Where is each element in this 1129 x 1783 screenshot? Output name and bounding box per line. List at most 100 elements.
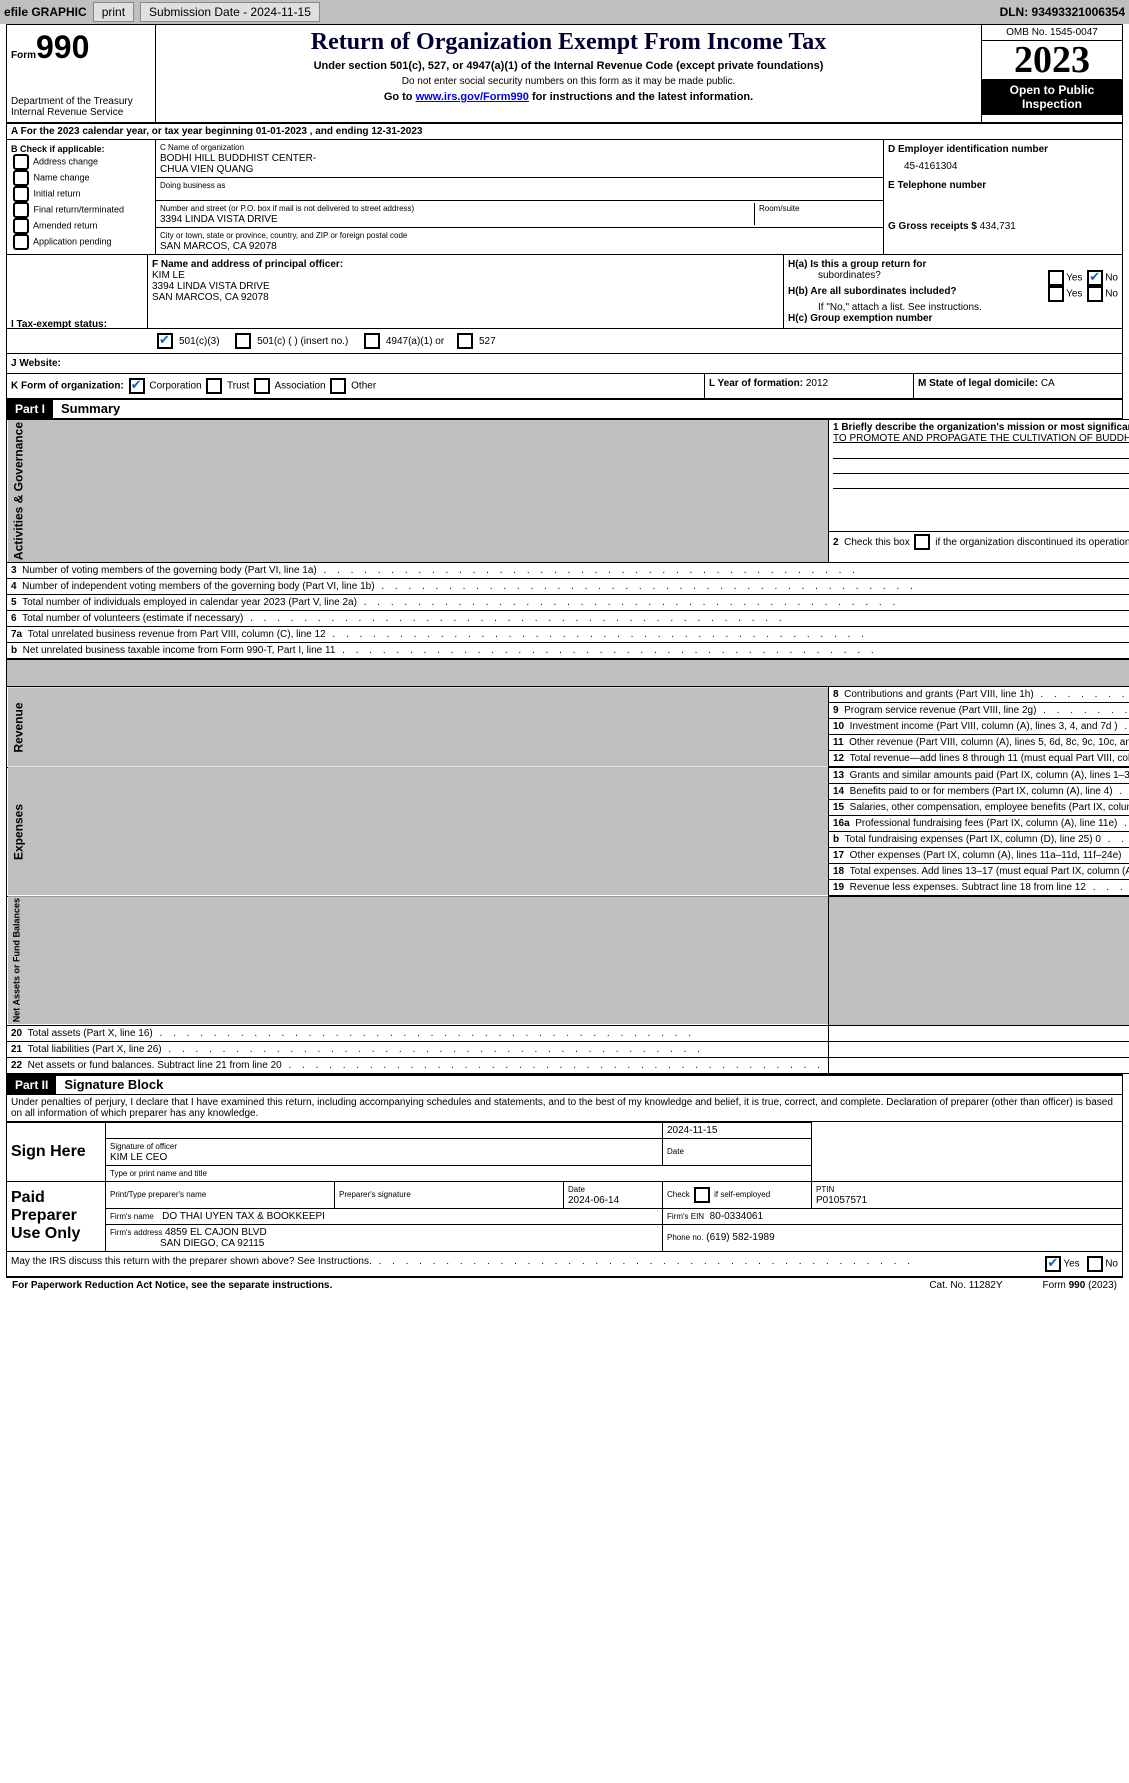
self-emp-label: Check if self-employed — [667, 1190, 770, 1199]
trust-label: Trust — [227, 381, 249, 392]
other-checkbox[interactable] — [330, 378, 346, 394]
k-label: K Form of organization: — [11, 381, 124, 392]
ptin-label: PTIN — [816, 1185, 834, 1194]
part1-header: Part I — [7, 400, 53, 418]
gross-value: 434,731 — [980, 221, 1016, 232]
date-label: Date — [667, 1147, 684, 1156]
subtitle-2: Do not enter social security numbers on … — [160, 76, 977, 87]
section-b: B Check if applicable: Address change Na… — [7, 140, 156, 254]
b-checkbox[interactable] — [13, 234, 29, 250]
dba-label: Doing business as — [160, 181, 225, 190]
sigoff-label: Signature of officer — [110, 1142, 177, 1151]
ha-label: H(a) Is this a group return for — [788, 259, 926, 270]
corp-checkbox[interactable] — [129, 378, 145, 394]
summary-table: Activities & Governance 1 Briefly descri… — [6, 419, 1129, 1074]
ein-value: 45-4161304 — [904, 161, 1118, 172]
officer-addr1: 3394 LINDA VISTA DRIVE — [152, 281, 270, 292]
b-header: B Check if applicable: — [11, 144, 105, 154]
yes-label: Yes — [1066, 273, 1082, 284]
q2-text: 2 Check this box if the organization dis… — [833, 537, 1129, 548]
efile-label: efile GRAPHIC — [4, 5, 87, 19]
firm-name-label: Firm's name — [110, 1212, 154, 1221]
firm-phone-label: Phone no. — [667, 1233, 703, 1242]
subtitle-1: Under section 501(c), 527, or 4947(a)(1)… — [160, 60, 977, 72]
firm-phone: (619) 582-1989 — [706, 1232, 774, 1243]
officer-sig: KIM LE CEO — [110, 1152, 167, 1163]
b-checkbox[interactable] — [13, 170, 29, 186]
hb-yes-checkbox[interactable] — [1048, 286, 1064, 302]
part2-header: Part II — [7, 1076, 56, 1094]
tax-year: 2023 — [982, 41, 1122, 79]
hb-no-checkbox[interactable] — [1087, 286, 1103, 302]
print-button[interactable]: print — [93, 2, 134, 22]
officer-addr2: SAN MARCOS, CA 92078 — [152, 292, 269, 303]
officer-label: F Name and address of principal officer: — [152, 259, 343, 270]
public-1: Open to Public — [1010, 83, 1095, 97]
public-2: Inspection — [1022, 97, 1082, 111]
part2-title: Signature Block — [56, 1077, 163, 1092]
city-label: City or town, state or province, country… — [160, 231, 407, 240]
b-checkbox[interactable] — [13, 202, 29, 218]
firm-ein: 80-0334061 — [710, 1211, 763, 1222]
501c-checkbox[interactable] — [235, 333, 251, 349]
discuss-yes-checkbox[interactable] — [1045, 1256, 1061, 1272]
m-label: M State of legal domicile: — [918, 378, 1038, 389]
assoc-checkbox[interactable] — [254, 378, 270, 394]
submission-date: Submission Date - 2024-11-15 — [140, 2, 320, 22]
527-label: 527 — [479, 336, 496, 347]
room-label: Room/suite — [759, 204, 799, 213]
tab-netassets: Net Assets or Fund Balances — [7, 896, 829, 1025]
corp-label: Corporation — [149, 381, 201, 392]
hb-note: If "No," attach a list. See instructions… — [818, 302, 1118, 313]
c-name-label: C Name of organization — [160, 143, 244, 152]
org-name-1: BODHI HILL BUDDHIST CENTER- — [160, 153, 316, 164]
q1-label: 1 Briefly describe the organization's mi… — [833, 422, 1129, 433]
discuss-no-checkbox[interactable] — [1087, 1256, 1103, 1272]
pra-notice: For Paperwork Reduction Act Notice, see … — [12, 1280, 889, 1291]
501c3-checkbox[interactable] — [157, 333, 173, 349]
firm-ein-label: Firm's EIN — [667, 1212, 704, 1221]
tab-activities: Activities & Governance — [7, 420, 829, 563]
ha-yes-checkbox[interactable] — [1048, 270, 1064, 286]
officer-name: KIM LE — [152, 270, 185, 281]
irs-link[interactable]: www.irs.gov/Form990 — [416, 91, 529, 103]
i-label: I Tax-exempt status: — [11, 319, 107, 330]
phone-label: E Telephone number — [888, 180, 986, 191]
501c-label: 501(c) ( ) (insert no.) — [257, 336, 348, 347]
org-name-2: CHUA VIEN QUANG — [160, 164, 253, 175]
b-checkbox[interactable] — [13, 154, 29, 170]
typename-label: Type or print name and title — [110, 1169, 207, 1178]
paid-preparer-label: Paid Preparer Use Only — [7, 1181, 106, 1251]
firm-addr2: SAN DIEGO, CA 92115 — [160, 1238, 264, 1249]
gross-label: G Gross receipts $ — [888, 221, 977, 232]
domicile-state: CA — [1041, 378, 1055, 389]
form-header: Form990 Department of the Treasury Inter… — [6, 24, 1123, 124]
goto-label-2: for instructions and the latest informat… — [529, 91, 753, 103]
addr-label: Number and street (or P.O. box if mail i… — [160, 204, 414, 213]
sign-date: 2024-11-15 — [663, 1122, 812, 1138]
irs-label: Internal Revenue Service — [11, 107, 151, 118]
b-checkbox[interactable] — [13, 218, 29, 234]
firm-addr1: 4859 EL CAJON BLVD — [165, 1227, 267, 1238]
l-label: L Year of formation: — [709, 378, 803, 389]
may-discuss: May the IRS discuss this return with the… — [11, 1256, 372, 1267]
527-checkbox[interactable] — [457, 333, 473, 349]
form-word: Form — [11, 50, 36, 61]
dln: DLN: 93493321006354 — [1000, 5, 1125, 19]
city-state-zip: SAN MARCOS, CA 92078 — [160, 241, 277, 252]
firm-name: DO THAI UYEN TAX & BOOKKEEPI — [162, 1211, 325, 1222]
hb-label: H(b) Are all subordinates included? — [788, 286, 957, 302]
other-label: Other — [351, 381, 376, 392]
4947-checkbox[interactable] — [364, 333, 380, 349]
dept-treasury: Department of the Treasury — [11, 96, 151, 107]
part1-title: Summary — [53, 401, 120, 416]
self-emp-checkbox[interactable] — [694, 1187, 710, 1203]
trust-checkbox[interactable] — [206, 378, 222, 394]
ha-no-checkbox[interactable] — [1087, 270, 1103, 286]
form-footer: Form 990 (2023) — [1043, 1280, 1117, 1291]
row-a: A For the 2023 calendar year, or tax yea… — [6, 124, 1123, 140]
b-checkbox[interactable] — [13, 186, 29, 202]
mission-text: TO PROMOTE AND PROPAGATE THE CULTIVATION… — [833, 433, 1129, 444]
q2-checkbox[interactable] — [914, 534, 930, 550]
no-label: No — [1105, 273, 1118, 284]
